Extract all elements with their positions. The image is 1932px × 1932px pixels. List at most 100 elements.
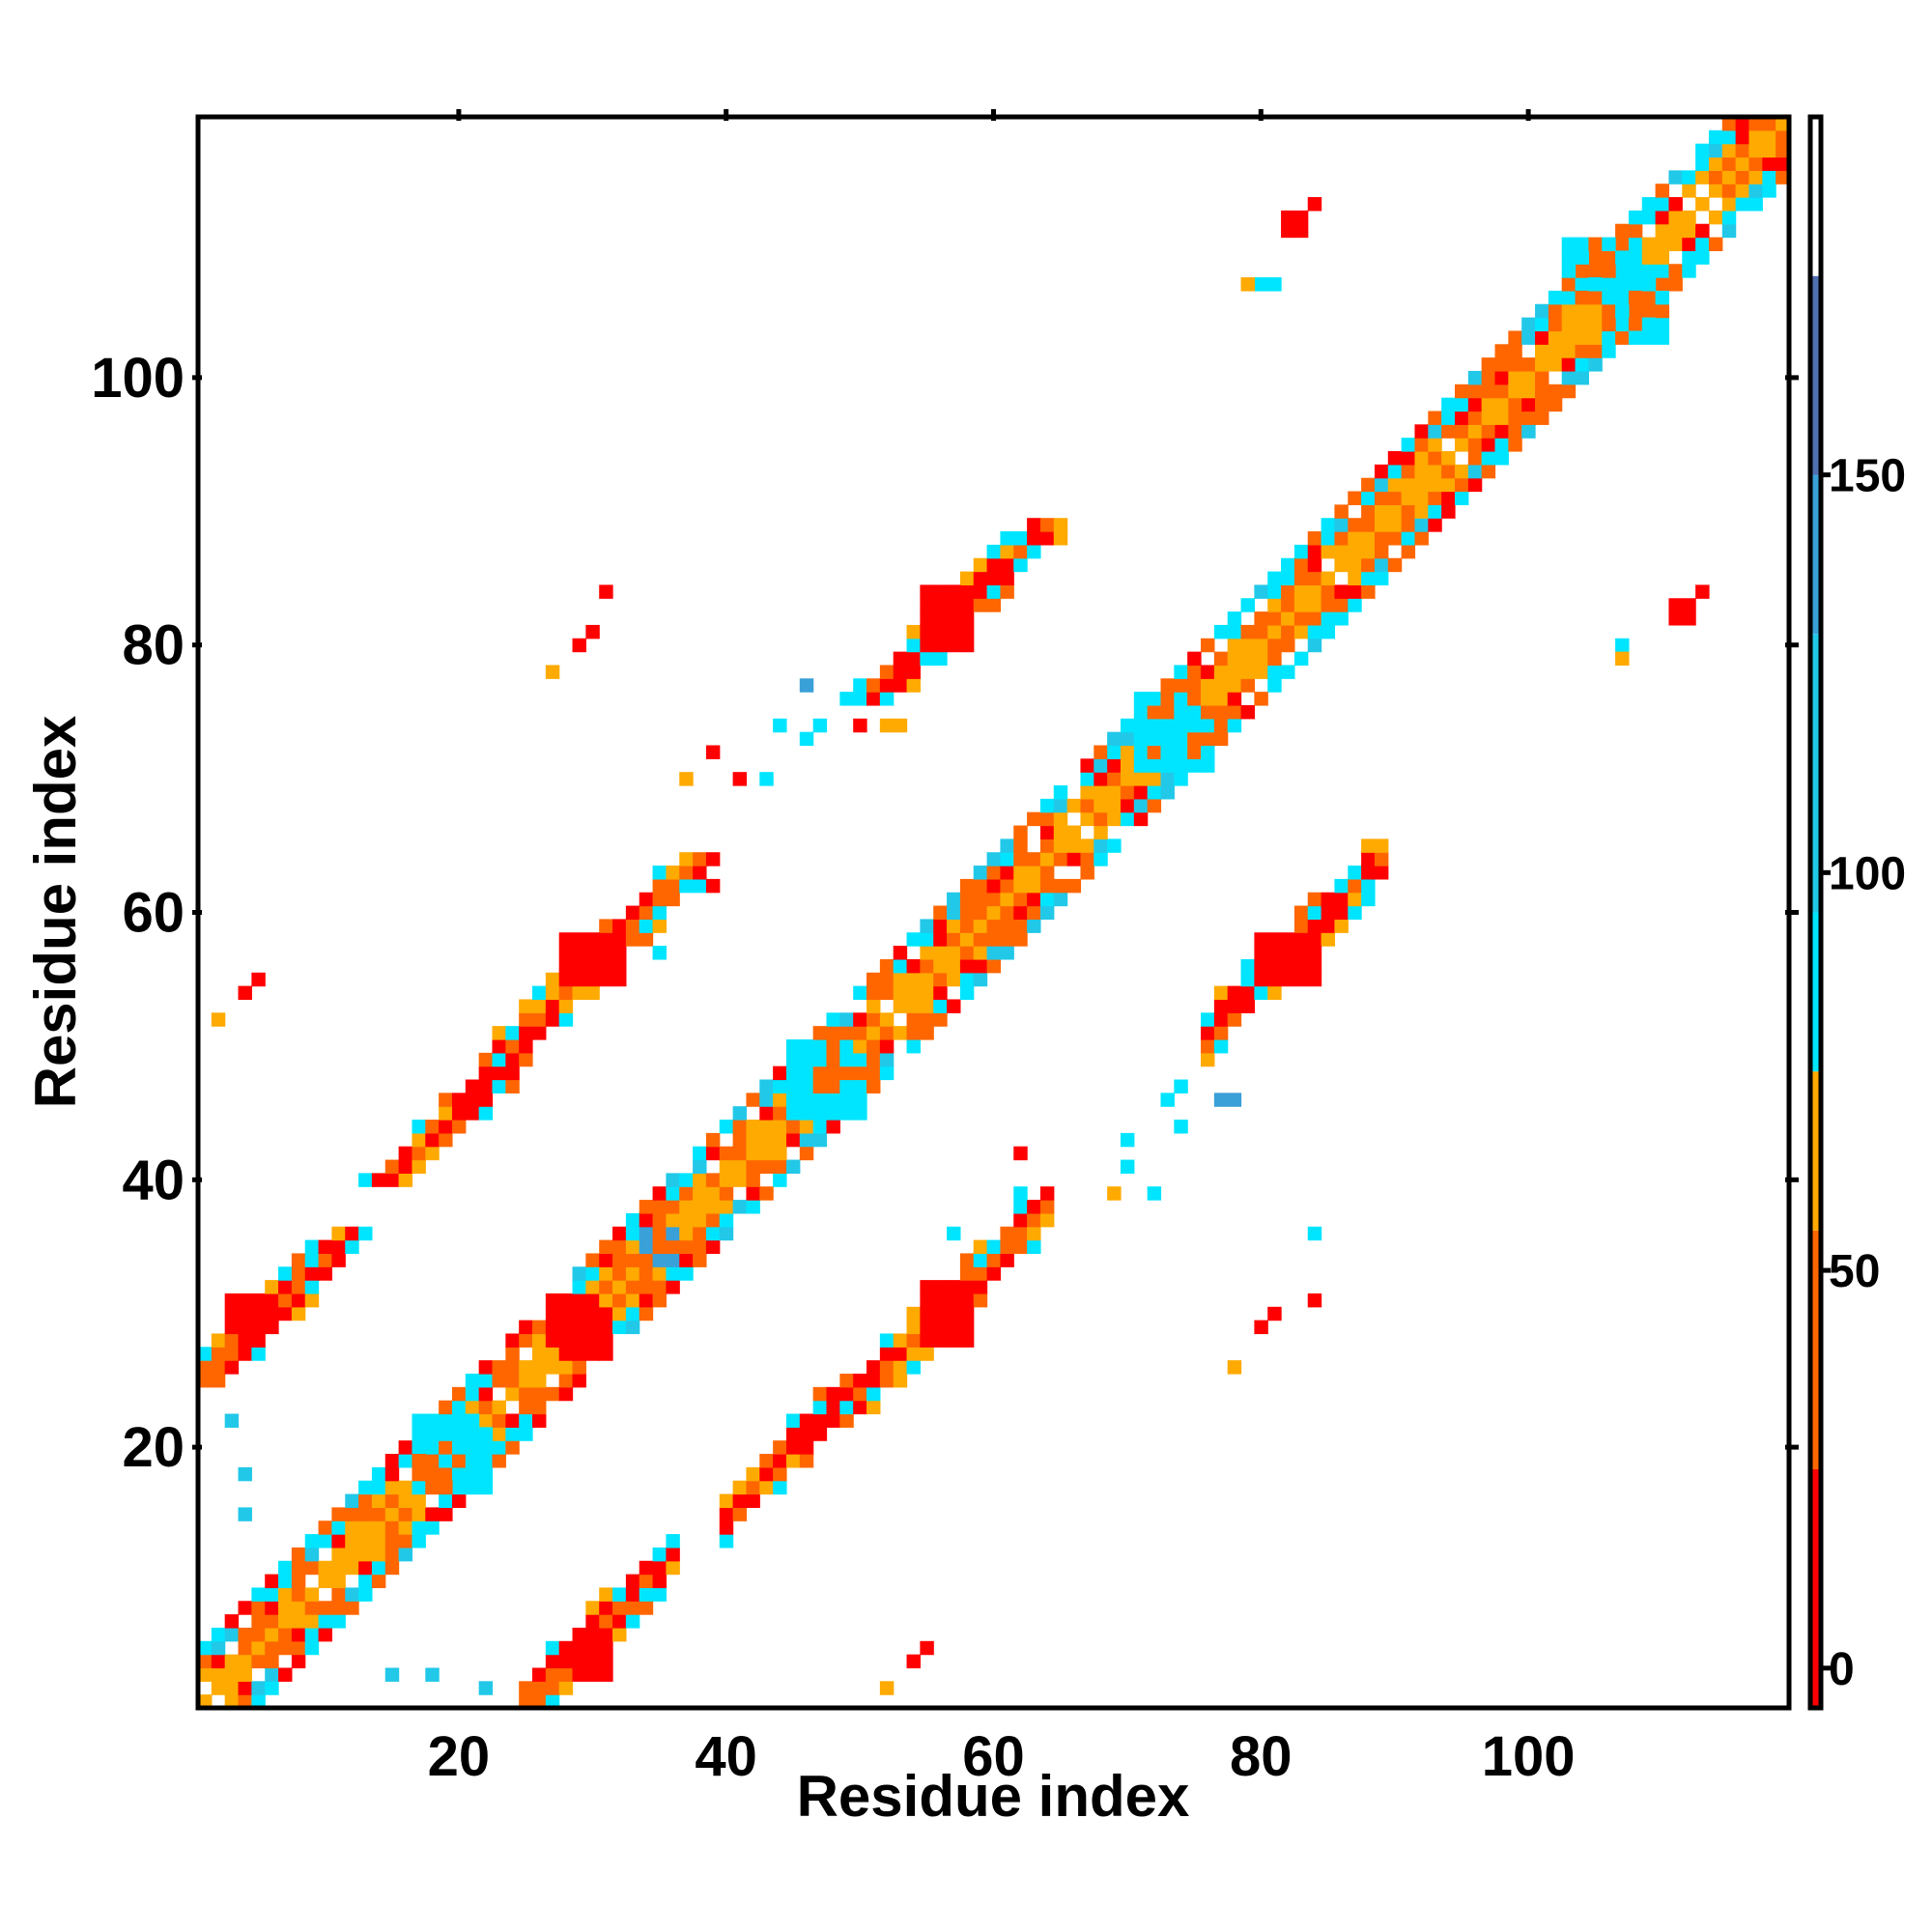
- heatmap-cell: [1080, 838, 1094, 853]
- heatmap-cell: [959, 985, 975, 1001]
- heatmap-cell: [1281, 223, 1295, 239]
- heatmap-cell: [251, 1293, 266, 1308]
- heatmap-cell: [893, 1347, 908, 1361]
- heatmap-cell: [746, 1186, 760, 1201]
- heatmap-cell: [224, 1333, 240, 1348]
- heatmap-cell: [505, 1373, 520, 1388]
- heatmap-cell: [625, 1601, 640, 1615]
- heatmap-cell: [331, 1226, 346, 1241]
- heatmap-cell: [1548, 357, 1563, 372]
- heatmap-cell: [920, 1280, 934, 1294]
- heatmap-cell: [1000, 1226, 1014, 1241]
- heatmap-cell: [1695, 584, 1710, 599]
- heatmap-cell: [1027, 892, 1041, 907]
- heatmap-cell: [1254, 277, 1268, 292]
- heatmap-cell: [371, 1560, 386, 1576]
- heatmap-cell: [1213, 678, 1229, 693]
- heatmap-cell: [705, 1173, 721, 1187]
- heatmap-cell: [1307, 1293, 1322, 1308]
- heatmap-cell: [1374, 491, 1389, 505]
- heatmap-cell: [1414, 504, 1429, 519]
- colorbar-frame: [1807, 114, 1824, 1711]
- heatmap-cell: [920, 611, 934, 626]
- heatmap-cell: [906, 638, 921, 653]
- heatmap-cell: [1053, 811, 1068, 827]
- heatmap-cell: [1361, 838, 1376, 853]
- heatmap-cell: [545, 1360, 560, 1375]
- heatmap-cell: [920, 1306, 934, 1321]
- heatmap-cell: [345, 1493, 359, 1508]
- colorbar-band: [1810, 1071, 1821, 1231]
- heatmap-cell: [304, 1601, 320, 1615]
- heatmap-cell: [1668, 210, 1683, 225]
- heatmap-cell: [451, 1454, 467, 1468]
- heatmap-cell: [639, 1587, 654, 1602]
- heatmap-cell: [1267, 1306, 1282, 1321]
- heatmap-cell: [1201, 758, 1215, 773]
- heatmap-cell: [384, 1173, 400, 1187]
- heatmap-cell: [1027, 1200, 1041, 1214]
- heatmap-cell: [839, 1093, 854, 1107]
- heatmap-cell: [492, 1373, 506, 1388]
- heatmap-cell: [973, 958, 988, 974]
- heatmap-cell: [1213, 704, 1229, 720]
- heatmap-cell: [1000, 584, 1014, 599]
- heatmap-cell: [371, 1507, 386, 1521]
- heatmap-cell: [585, 946, 600, 960]
- heatmap-cell: [251, 1694, 266, 1709]
- heatmap-cell: [1508, 370, 1522, 385]
- heatmap-cell: [1508, 397, 1522, 412]
- heatmap-cell: [1561, 370, 1577, 385]
- heatmap-cell: [867, 1373, 881, 1388]
- heatmap-cell: [1267, 958, 1282, 974]
- heatmap-cell: [1561, 330, 1577, 345]
- heatmap-cell: [505, 1065, 520, 1081]
- heatmap-cell: [1628, 303, 1643, 319]
- heatmap-cell: [1682, 264, 1696, 278]
- heatmap-cell: [1548, 303, 1563, 319]
- heatmap-cell: [1615, 651, 1630, 667]
- heatmap-cell: [1535, 384, 1549, 399]
- heatmap-cell: [1762, 170, 1776, 185]
- heatmap-cell: [599, 1253, 613, 1267]
- heatmap-cell: [839, 1052, 854, 1067]
- heatmap-cell: [1668, 611, 1683, 626]
- heatmap-cell: [545, 985, 560, 1001]
- heatmap-cell: [398, 1534, 413, 1548]
- heatmap-cell: [1348, 905, 1362, 921]
- heatmap-cell: [986, 544, 1002, 559]
- heatmap-cell: [1213, 1093, 1229, 1107]
- heatmap-cell: [425, 1413, 440, 1428]
- heatmap-cell: [211, 1667, 226, 1682]
- heatmap-cell: [1508, 344, 1522, 358]
- heatmap-cell: [1615, 330, 1630, 345]
- heatmap-cell: [304, 1640, 320, 1656]
- heatmap-cell: [933, 624, 948, 639]
- heatmap-cell: [959, 1333, 975, 1348]
- heatmap-cell: [1334, 504, 1349, 519]
- heatmap-cell: [398, 1146, 413, 1161]
- heatmap-cell: [1494, 357, 1509, 372]
- heatmap-cell: [304, 1547, 320, 1562]
- heatmap-cell: [893, 946, 908, 960]
- heatmap-cell: [1575, 317, 1589, 332]
- heatmap-cell: [973, 557, 988, 573]
- heatmap-cell: [986, 919, 1002, 933]
- heatmap-cell: [732, 1480, 748, 1495]
- heatmap-cell: [652, 878, 668, 894]
- heatmap-cell: [612, 972, 627, 987]
- heatmap-cell: [1628, 317, 1643, 332]
- heatmap-cell: [412, 1534, 426, 1548]
- heatmap-cell: [933, 999, 948, 1013]
- heatmap-cell: [291, 1601, 306, 1615]
- heatmap-cell: [1695, 143, 1710, 158]
- heatmap-cell: [1066, 838, 1082, 853]
- heatmap-cell: [1227, 704, 1242, 720]
- heatmap-cell: [1281, 946, 1295, 960]
- heatmap-cell: [572, 958, 586, 974]
- heatmap-cell: [1293, 598, 1309, 612]
- heatmap-cell: [893, 972, 908, 987]
- heatmap-cell: [986, 1266, 1002, 1281]
- heatmap-cell: [679, 878, 694, 894]
- heatmap-cell: [1039, 518, 1055, 532]
